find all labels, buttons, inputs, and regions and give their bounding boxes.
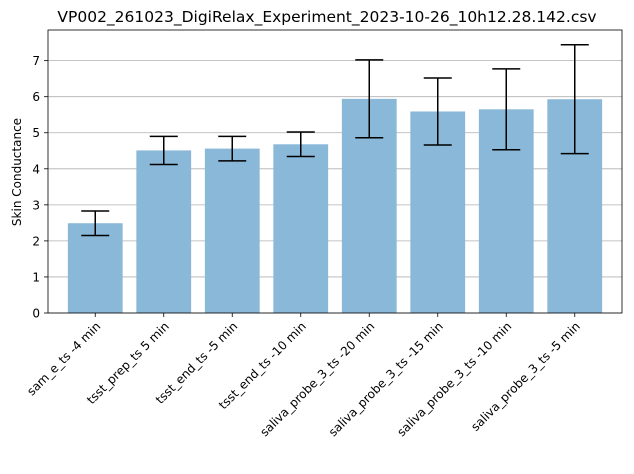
error-bars <box>81 44 589 237</box>
y-ticks: 0 1 2 3 4 5 6 7 <box>32 54 48 321</box>
gridlines <box>48 60 622 314</box>
y-tick-label: 2 <box>32 234 40 248</box>
x-tick-label: sam_e_ts -4 min <box>24 319 103 398</box>
bar <box>67 223 123 313</box>
y-tick-label: 0 <box>32 307 40 321</box>
bars <box>67 98 603 313</box>
x-tick-label: saliva_probe_3_ts -15 min <box>326 319 446 439</box>
plot-frame <box>47 29 623 314</box>
y-tick-label: 1 <box>32 270 40 284</box>
bar <box>204 148 260 313</box>
x-tick-label: saliva_probe_3_ts -20 min <box>257 319 377 439</box>
bar <box>273 144 329 313</box>
y-tick-label: 4 <box>32 162 40 176</box>
y-tick-label: 7 <box>32 54 40 68</box>
bar <box>136 150 192 313</box>
y-tick-label: 5 <box>32 126 40 140</box>
x-tick-label: saliva_probe_3_ts -10 min <box>394 319 514 439</box>
y-tick-label: 6 <box>32 90 40 104</box>
x-tick-label: saliva_probe_3_ts -5 min <box>468 319 583 434</box>
axes <box>47 29 623 314</box>
y-axis-label: Skin Conductance <box>10 118 24 226</box>
y-tick-label: 3 <box>32 198 40 212</box>
chart-title: VP002_261023_DigiRelax_Experiment_2023-1… <box>57 8 596 27</box>
